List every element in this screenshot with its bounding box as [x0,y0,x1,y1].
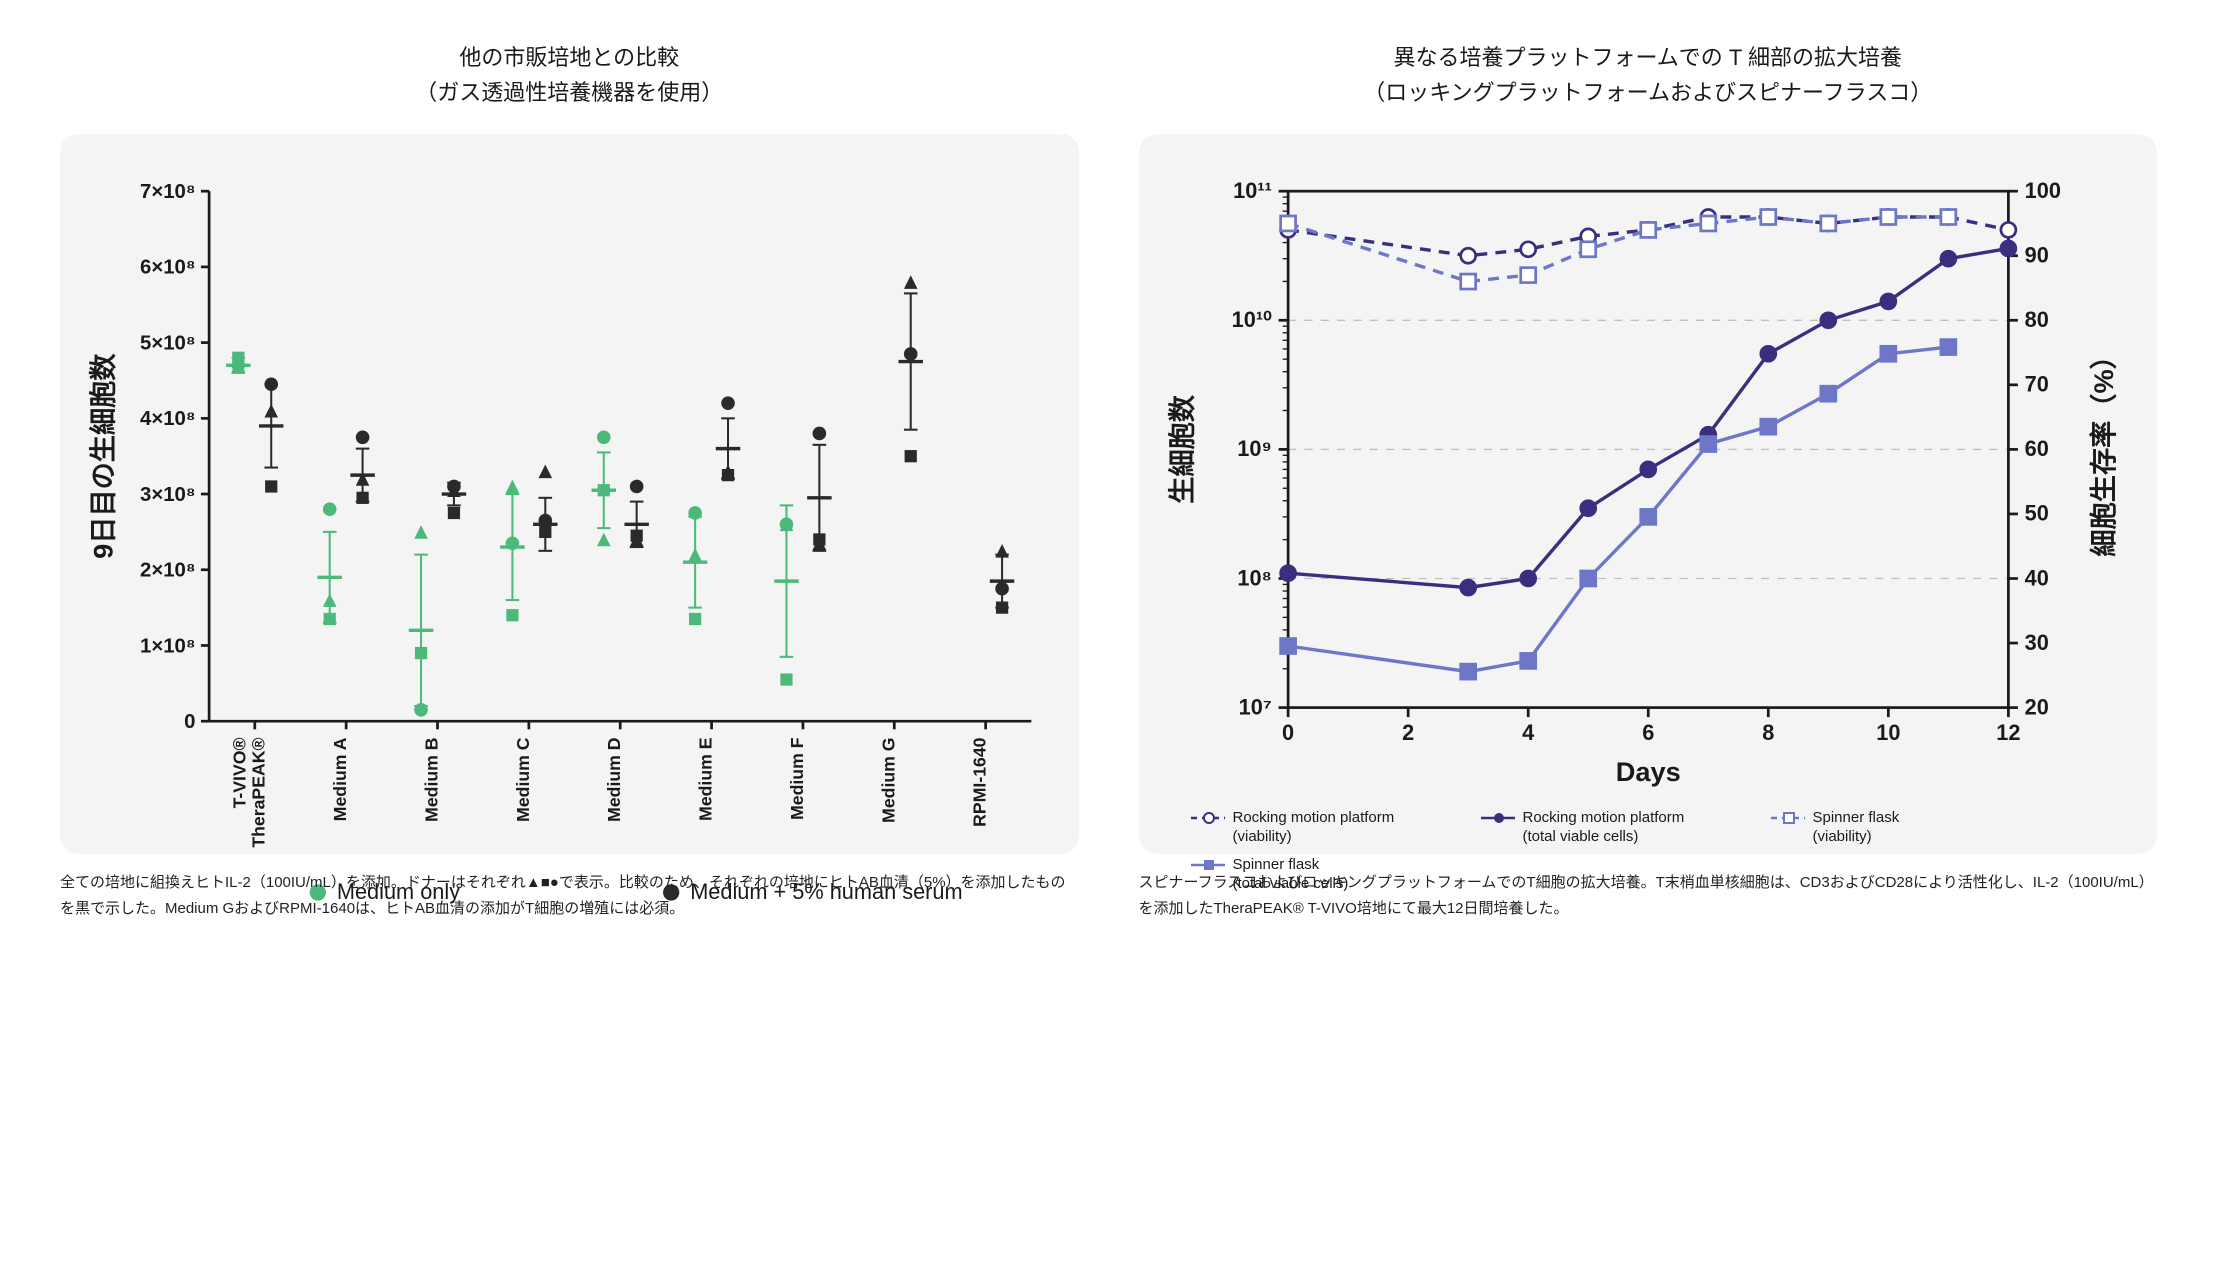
legend-label: Rocking motion platform(total viable cel… [1523,808,1685,847]
svg-text:0: 0 [1282,721,1294,746]
right-title-line1: 異なる培養プラットフォームでの T 細部の拡大培養 [1393,45,1902,70]
svg-text:60: 60 [2024,437,2048,462]
legend-swatch [1189,808,1225,828]
svg-text:Medium C: Medium C [513,738,533,823]
svg-text:12: 12 [1996,721,2020,746]
svg-text:4: 4 [1522,721,1534,746]
right-line-chart: 0 2 4 6 8 10 12 Days 10⁷ 10⁸ 10⁹ 10¹⁰ 10¹¹ 生細胞数 20 30 40… [1159,164,2138,789]
svg-text:100: 100 [2024,178,2060,203]
svg-text:10¹¹: 10¹¹ [1233,178,1272,203]
legend-label: Rocking motion platform(viability) [1233,808,1395,847]
svg-text:10⁸: 10⁸ [1237,566,1271,591]
svg-text:4×10⁸: 4×10⁸ [140,408,196,430]
svg-text:0: 0 [184,711,195,733]
svg-text:生細胞数: 生細胞数 [1166,395,1197,505]
svg-text:10⁷: 10⁷ [1238,695,1271,720]
legend-item: Spinner flask(viability) [1769,808,2019,847]
right-column: 異なる培養プラットフォームでの T 細部の拡大培養 （ロッキングプラットフォーム… [1139,40,2158,921]
svg-text:8: 8 [1762,721,1774,746]
right-chart-card: 0 2 4 6 8 10 12 Days 10⁷ 10⁸ 10⁹ 10¹⁰ 10¹¹ 生細胞数 20 30 40… [1139,134,2158,854]
svg-text:Medium D: Medium D [604,738,624,823]
svg-text:70: 70 [2024,372,2048,397]
svg-text:10: 10 [1876,721,1900,746]
svg-text:TheraPEAK®: TheraPEAK® [248,738,268,848]
left-chart-svg-wrap: 0 1×10⁸ 2×10⁸ 3×10⁸ 4×10⁸ 5×10⁸ 6×10⁸ 7×10⁸ 9日目の… [80,164,1059,925]
svg-text:10¹⁰: 10¹⁰ [1231,307,1271,332]
svg-text:10⁹: 10⁹ [1237,437,1272,462]
svg-text:90: 90 [2024,243,2048,268]
svg-text:30: 30 [2024,630,2048,655]
left-column: 他の市販培地との比較 （ガス透過性培養機器を使用） 0 1×10⁸ 2×10⁸ 3×1… [60,40,1079,921]
svg-text:6: 6 [1642,721,1654,746]
right-caption: スピナーフラスコおよびロッキングプラットフォームでのT細胞の拡大培養。T末梢血単… [1139,870,2158,921]
svg-text:50: 50 [2024,501,2048,526]
svg-text:2×10⁸: 2×10⁸ [140,560,196,582]
legend-item: Rocking motion platform(viability) [1189,808,1439,847]
svg-text:80: 80 [2024,307,2048,332]
svg-text:9日目の生細胞数: 9日目の生細胞数 [88,353,119,559]
svg-text:Days: Days [1615,756,1680,787]
svg-text:5×10⁸: 5×10⁸ [140,333,196,355]
svg-text:Medium E: Medium E [696,738,716,822]
svg-text:6×10⁸: 6×10⁸ [140,257,196,279]
svg-text:3×10⁸: 3×10⁸ [140,484,196,506]
svg-text:Medium F: Medium F [787,738,807,821]
svg-text:Medium A: Medium A [330,738,350,822]
svg-text:RPMI-1640: RPMI-1640 [970,738,990,827]
svg-text:20: 20 [2024,695,2048,720]
left-title-line2: （ガス透過性培養機器を使用） [415,80,723,105]
left-scatter-chart: 0 1×10⁸ 2×10⁸ 3×10⁸ 4×10⁸ 5×10⁸ 6×10⁸ 7×10⁸ 9日目の… [80,164,1059,925]
svg-text:Medium G: Medium G [878,738,898,823]
right-chart-svg-wrap: 0 2 4 6 8 10 12 Days 10⁷ 10⁸ 10⁹ 10¹⁰ 10¹¹ 生細胞数 20 30 40… [1159,164,2138,789]
svg-text:2: 2 [1402,721,1414,746]
figure-row: 他の市販培地との比較 （ガス透過性培養機器を使用） 0 1×10⁸ 2×10⁸ 3×1… [60,40,2157,921]
left-chart-card: 0 1×10⁸ 2×10⁸ 3×10⁸ 4×10⁸ 5×10⁸ 6×10⁸ 7×10⁸ 9日目の… [60,134,1079,854]
right-title: 異なる培養プラットフォームでの T 細部の拡大培養 （ロッキングプラットフォーム… [1139,40,2158,110]
left-title: 他の市販培地との比較 （ガス透過性培養機器を使用） [60,40,1079,110]
legend-label: Spinner flask(viability) [1813,808,1900,847]
svg-text:1×10⁸: 1×10⁸ [140,636,196,658]
svg-text:細胞生存率（%）: 細胞生存率（%） [2088,343,2119,557]
svg-text:7×10⁸: 7×10⁸ [140,181,196,203]
legend-swatch [1479,808,1515,828]
svg-text:T-VIVO®: T-VIVO® [229,738,249,809]
legend-item: Rocking motion platform(total viable cel… [1479,808,1729,847]
left-title-line1: 他の市販培地との比較 [459,45,679,70]
svg-text:Medium B: Medium B [422,738,442,822]
svg-text:40: 40 [2024,566,2048,591]
right-title-line2: （ロッキングプラットフォームおよびスピナーフラスコ） [1363,80,1932,105]
legend-swatch [1769,808,1805,828]
